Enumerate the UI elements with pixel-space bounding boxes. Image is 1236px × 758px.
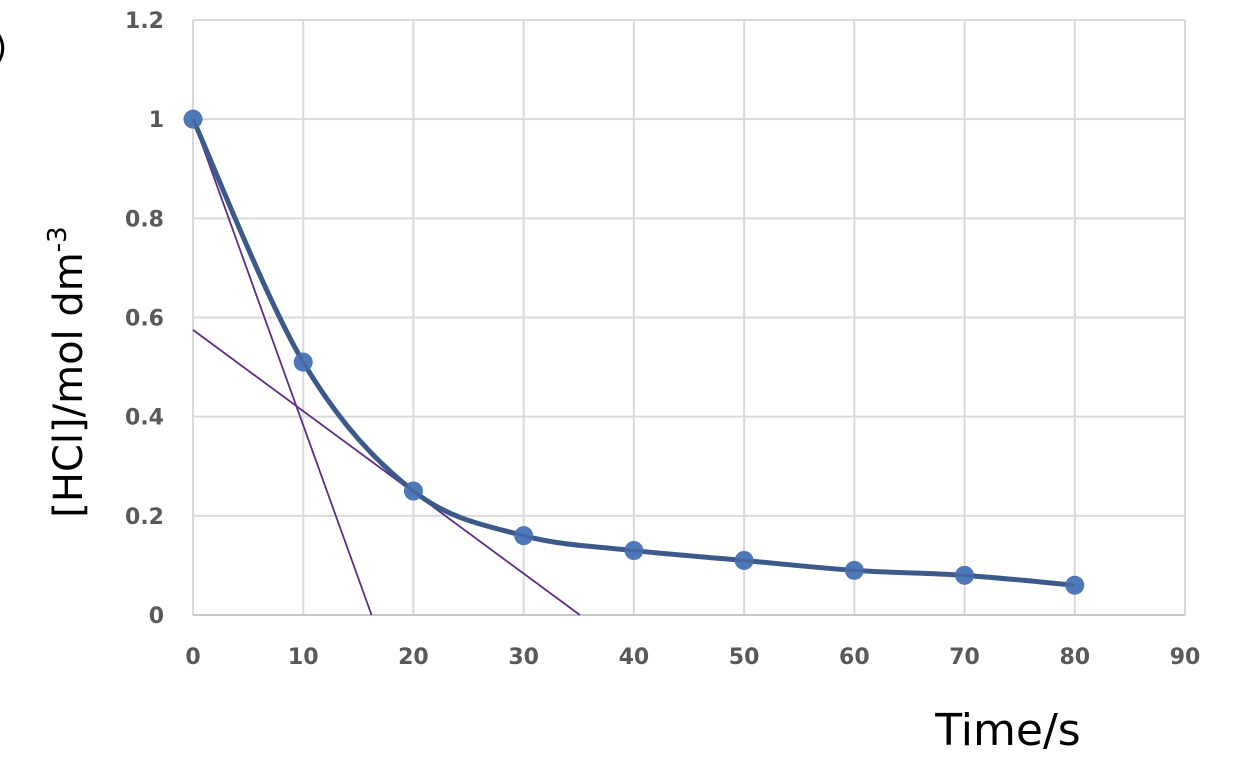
x-tick-label: 50 xyxy=(729,645,760,670)
x-tick-label: 0 xyxy=(185,645,200,670)
y-tick-label: 1 xyxy=(149,108,164,133)
tangent-lines xyxy=(192,118,581,616)
x-tick-label: 30 xyxy=(508,645,539,670)
x-tick-label: 70 xyxy=(949,645,980,670)
x-axis-tick-labels: 0 10 20 30 40 50 60 70 80 90 xyxy=(185,645,1200,670)
y-axis-tick-labels: 0 0.2 0.4 0.6 0.8 1 1.2 xyxy=(125,9,164,629)
x-tick-label: 40 xyxy=(619,645,650,670)
curve-overlay xyxy=(191,118,1075,587)
data-point-marker xyxy=(183,109,203,129)
tangent-line xyxy=(192,118,373,616)
x-tick-label: 10 xyxy=(288,645,319,670)
x-axis-title: Time/s xyxy=(934,705,1080,756)
y-tick-label: 0.8 xyxy=(125,207,164,232)
cropped-label-fragment: ) xyxy=(0,28,7,68)
y-tick-label: 1.2 xyxy=(125,9,164,34)
y-tick-label: 0.2 xyxy=(125,505,164,530)
y-tick-label: 0 xyxy=(149,604,164,629)
data-markers xyxy=(183,109,1085,595)
tangent-line xyxy=(192,329,581,616)
x-tick-label: 90 xyxy=(1170,645,1201,670)
gridlines xyxy=(192,19,1186,616)
y-axis-title-superscript: -3 xyxy=(43,226,73,252)
y-axis-title: [HCl]/mol dm-3 xyxy=(43,226,92,517)
y-tick-label: 0.6 xyxy=(125,307,164,332)
x-tick-label: 60 xyxy=(839,645,870,670)
x-tick-label: 20 xyxy=(398,645,429,670)
y-tick-label: 0.4 xyxy=(125,406,164,431)
x-tick-label: 80 xyxy=(1059,645,1090,670)
y-axis-title-main: [HCl]/mol dm xyxy=(46,252,92,517)
